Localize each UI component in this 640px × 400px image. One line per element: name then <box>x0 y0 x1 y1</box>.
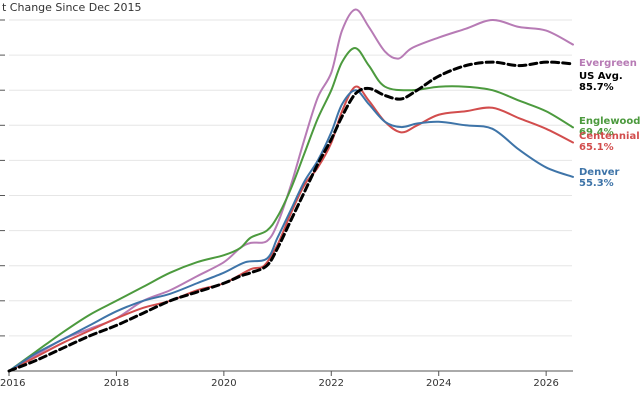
series-lines <box>7 8 575 373</box>
x-tick-label: 2020 <box>211 378 236 389</box>
series-line-evergreen <box>8 8 574 372</box>
end-value-centennial: 65.1% <box>579 142 614 153</box>
series-line-denver <box>8 89 574 372</box>
axes: 2016 2018 2020 2022 2024 2026 <box>0 370 573 389</box>
x-tick-label: 2026 <box>533 378 558 389</box>
end-label-centennial: Centennial <box>579 131 640 142</box>
end-label-us-avg: US Avg. <box>579 71 623 82</box>
end-label-evergreen: Evergreen <box>579 58 637 69</box>
end-value-englewood: 69.4% <box>579 127 614 138</box>
series-line-englewood <box>8 47 574 372</box>
gridlines <box>0 19 572 337</box>
series-line-centennial <box>8 85 574 372</box>
end-label-denver: Denver <box>579 167 620 178</box>
end-value-us-avg: 85.7% <box>579 82 614 93</box>
x-tick-label: 2018 <box>104 378 129 389</box>
x-tick-label: 2016 <box>0 378 25 389</box>
end-value-denver: 55.3% <box>579 178 614 189</box>
series-line-us-avg <box>7 60 575 373</box>
end-label-englewood: Englewood <box>579 116 640 127</box>
y-axis-title: t Change Since Dec 2015 <box>2 1 142 14</box>
x-tick-label: 2024 <box>426 378 451 389</box>
x-tick-label: 2022 <box>319 378 344 389</box>
